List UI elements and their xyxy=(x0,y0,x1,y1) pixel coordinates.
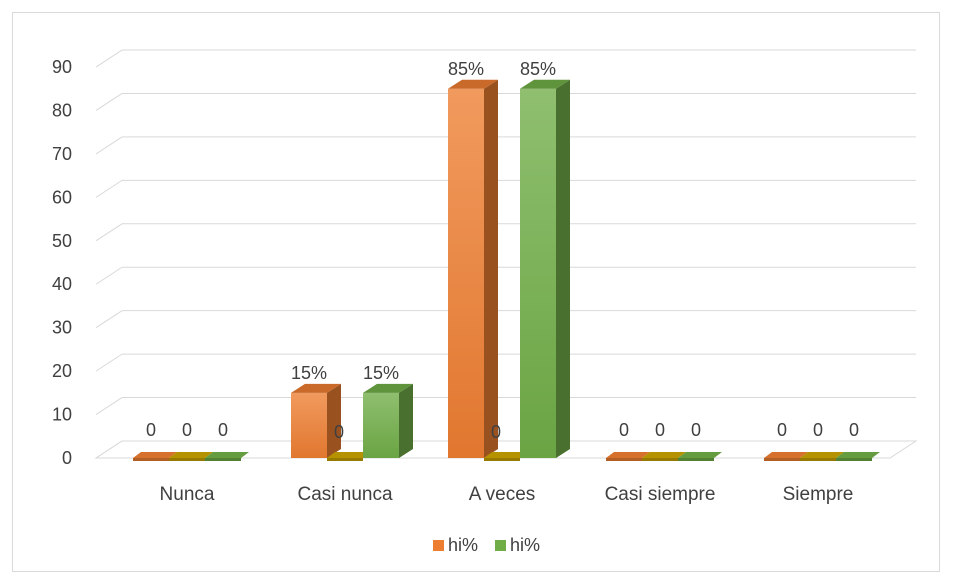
bar-front xyxy=(448,88,484,458)
gridline-side xyxy=(95,266,123,285)
bar-4-2 xyxy=(836,452,880,461)
bar-front xyxy=(363,392,399,458)
bar-3-2 xyxy=(678,452,722,461)
bar-flat-edge xyxy=(606,458,642,461)
bar-0-0 xyxy=(133,452,177,461)
bar-0-2 xyxy=(205,452,249,461)
x-tick-label: A veces xyxy=(469,484,536,505)
bar-top xyxy=(291,383,341,393)
legend-label: hi% xyxy=(448,535,478,555)
data-label: 15% xyxy=(291,363,327,383)
bar-flat-edge xyxy=(205,458,241,461)
bar-1-2 xyxy=(363,383,413,458)
y-tick-label: 90 xyxy=(52,57,72,77)
data-label: 0 xyxy=(849,420,859,440)
bar-flat-edge xyxy=(169,458,205,461)
bar-side xyxy=(327,383,341,458)
bar-flat-edge xyxy=(836,458,872,461)
bar-3-1 xyxy=(642,452,686,461)
data-label: 0 xyxy=(619,420,629,440)
bar-flat-edge xyxy=(764,458,800,461)
bar-flat xyxy=(678,452,722,458)
bar-top xyxy=(520,79,570,89)
bar-flat-edge xyxy=(642,458,678,461)
gridline-side xyxy=(95,179,123,198)
bar-flat xyxy=(606,452,650,458)
bar-side xyxy=(556,79,570,458)
data-label: 0 xyxy=(218,420,228,440)
bar-3-0 xyxy=(606,452,650,461)
y-tick-label: 70 xyxy=(52,144,72,164)
bar-flat xyxy=(764,452,808,458)
legend-swatch xyxy=(433,540,444,551)
bar-flat-edge xyxy=(133,458,169,461)
y-tick-label: 50 xyxy=(52,231,72,251)
bar-flat xyxy=(133,452,177,458)
bar-flat xyxy=(169,452,213,458)
gridline-side xyxy=(95,136,123,155)
y-tick-label: 30 xyxy=(52,318,72,338)
gridline-side xyxy=(95,93,123,111)
bar-top xyxy=(363,383,413,393)
data-label: 15% xyxy=(363,363,399,383)
bar-2-1 xyxy=(484,452,528,461)
data-label: 85% xyxy=(448,59,484,79)
y-tick-label: 0 xyxy=(62,448,72,468)
data-label: 0 xyxy=(691,420,701,440)
bar-1-1 xyxy=(327,452,371,461)
bar-flat-edge xyxy=(327,458,363,461)
data-label: 0 xyxy=(777,420,787,440)
bar-front xyxy=(291,392,327,458)
x-tick-label: Nunca xyxy=(160,484,215,505)
bar-front xyxy=(520,88,556,458)
bar-flat-edge xyxy=(800,458,836,461)
data-label: 0 xyxy=(182,420,192,440)
x-tick-label: Casi siempre xyxy=(605,484,716,505)
gridline-side xyxy=(95,49,123,68)
bar-flat xyxy=(642,452,686,458)
bar-flat xyxy=(205,452,249,458)
y-tick-label: 10 xyxy=(52,405,72,425)
x-tick-label: Siempre xyxy=(783,484,854,505)
x-tick-label: Casi nunca xyxy=(297,484,392,505)
y-tick-label: 80 xyxy=(52,100,72,120)
bar-flat xyxy=(327,452,371,458)
data-label: 0 xyxy=(491,422,501,442)
bar-side xyxy=(399,383,413,458)
bar-2-0 xyxy=(448,79,498,458)
bar-0-1 xyxy=(169,452,213,461)
data-label: 0 xyxy=(146,420,156,440)
legend-swatch xyxy=(495,540,506,551)
data-label: 0 xyxy=(813,420,823,440)
bar-flat xyxy=(836,452,880,458)
bar-flat-edge xyxy=(484,458,520,461)
bar-flat xyxy=(800,452,844,458)
y-tick-label: 40 xyxy=(52,274,72,294)
bar-top xyxy=(448,79,498,89)
y-tick-label: 60 xyxy=(52,187,72,207)
data-label: 85% xyxy=(520,59,556,79)
data-label: 0 xyxy=(655,420,665,440)
data-label: 0 xyxy=(334,422,344,442)
gridline-side xyxy=(95,310,123,329)
bar-side xyxy=(484,79,498,458)
bar-flat-edge xyxy=(678,458,714,461)
gridline-side xyxy=(95,397,123,415)
bar-2-2 xyxy=(520,79,570,458)
legend-label: hi% xyxy=(510,535,540,555)
bar-1-0 xyxy=(291,383,341,458)
y-tick-label: 20 xyxy=(52,361,72,381)
gridline-side xyxy=(95,223,123,242)
bar-flat xyxy=(484,452,528,458)
gridline-side xyxy=(95,353,123,372)
bar-4-0 xyxy=(764,452,808,461)
bar-4-1 xyxy=(800,452,844,461)
